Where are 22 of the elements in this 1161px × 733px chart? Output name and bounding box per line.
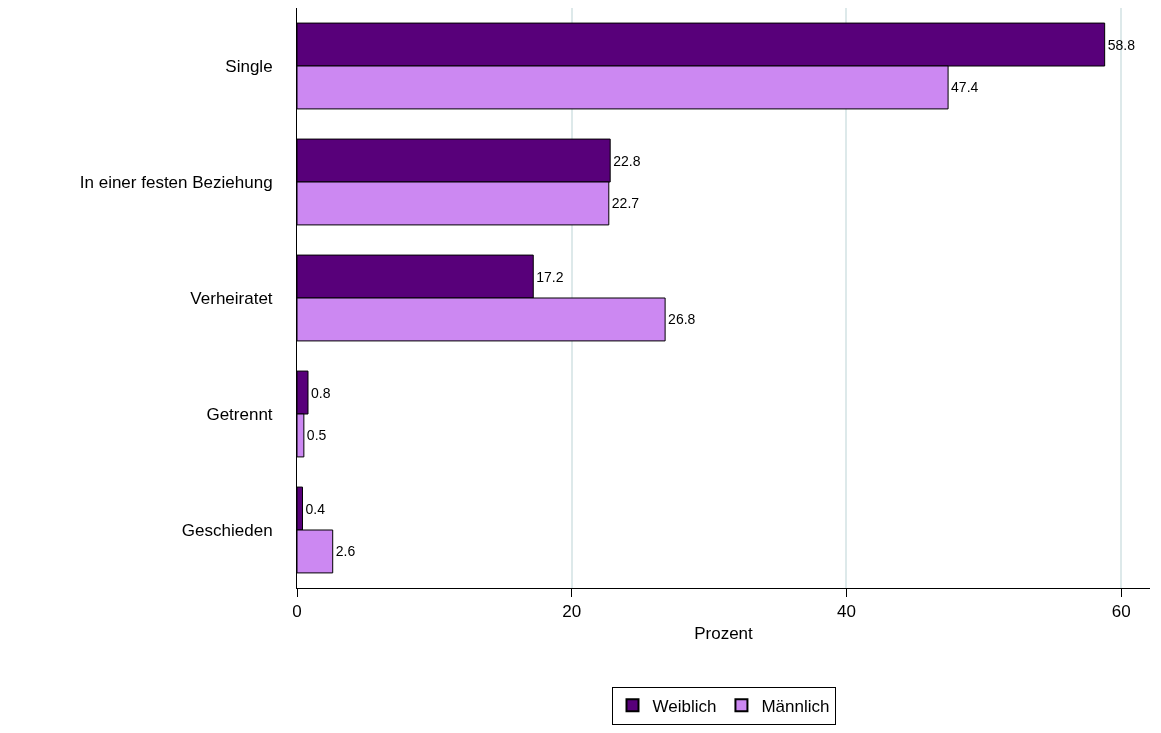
y-tick-label: Geschieden [181,520,273,540]
legend-label: Weiblich [652,696,717,716]
x-axis-title: Prozent [694,623,754,643]
data-label: 22.7 [611,195,640,212]
data-label: 0.4 [305,500,326,517]
y-tick-label: Getrennt [206,404,273,424]
x-tick-label: 40 [836,602,856,622]
data-label: 0.5 [306,427,327,444]
data-label: 26.8 [668,311,696,328]
x-tick-label: 0 [292,602,302,622]
x-tick-label: 20 [562,602,582,622]
y-tick-label: Single [225,56,273,76]
data-label: 17.2 [536,268,564,285]
data-label: 47.4 [951,79,979,96]
x-tick-label: 60 [1111,602,1131,622]
data-label: 2.6 [335,543,356,560]
data-label: 22.8 [613,152,641,169]
data-label: 0.8 [310,384,331,401]
y-tick-label: In einer festen Beziehung [79,172,273,192]
y-tick-label: Verheiratet [190,288,273,308]
legend-label: Männlich [761,696,830,716]
data-label: 58.8 [1107,36,1136,53]
